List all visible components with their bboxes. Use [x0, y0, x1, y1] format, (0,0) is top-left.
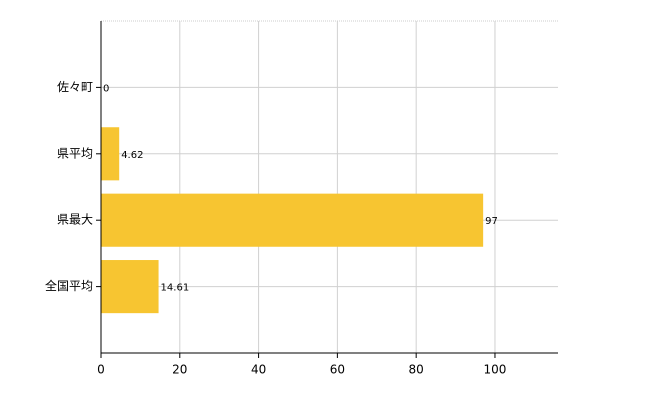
- bar: [101, 260, 159, 314]
- y-tick-label: 県平均: [57, 146, 93, 160]
- bar: [101, 193, 484, 247]
- x-tick-label: 20: [172, 363, 187, 377]
- y-tick-label: 全国平均: [45, 278, 93, 293]
- bar: [101, 127, 120, 181]
- value-label: 14.61: [161, 283, 190, 294]
- value-label: 97: [485, 216, 498, 227]
- y-tick-label: 県最大: [57, 213, 93, 227]
- y-tick-label: 佐々町: [57, 80, 93, 94]
- value-label: 4.62: [121, 150, 143, 161]
- x-tick-label: 0: [97, 363, 105, 377]
- x-tick-label: 40: [251, 363, 266, 377]
- x-tick-label: 80: [409, 363, 424, 377]
- value-label: 0: [103, 83, 109, 94]
- x-tick-label: 60: [330, 363, 345, 377]
- x-tick-label: 100: [484, 363, 507, 377]
